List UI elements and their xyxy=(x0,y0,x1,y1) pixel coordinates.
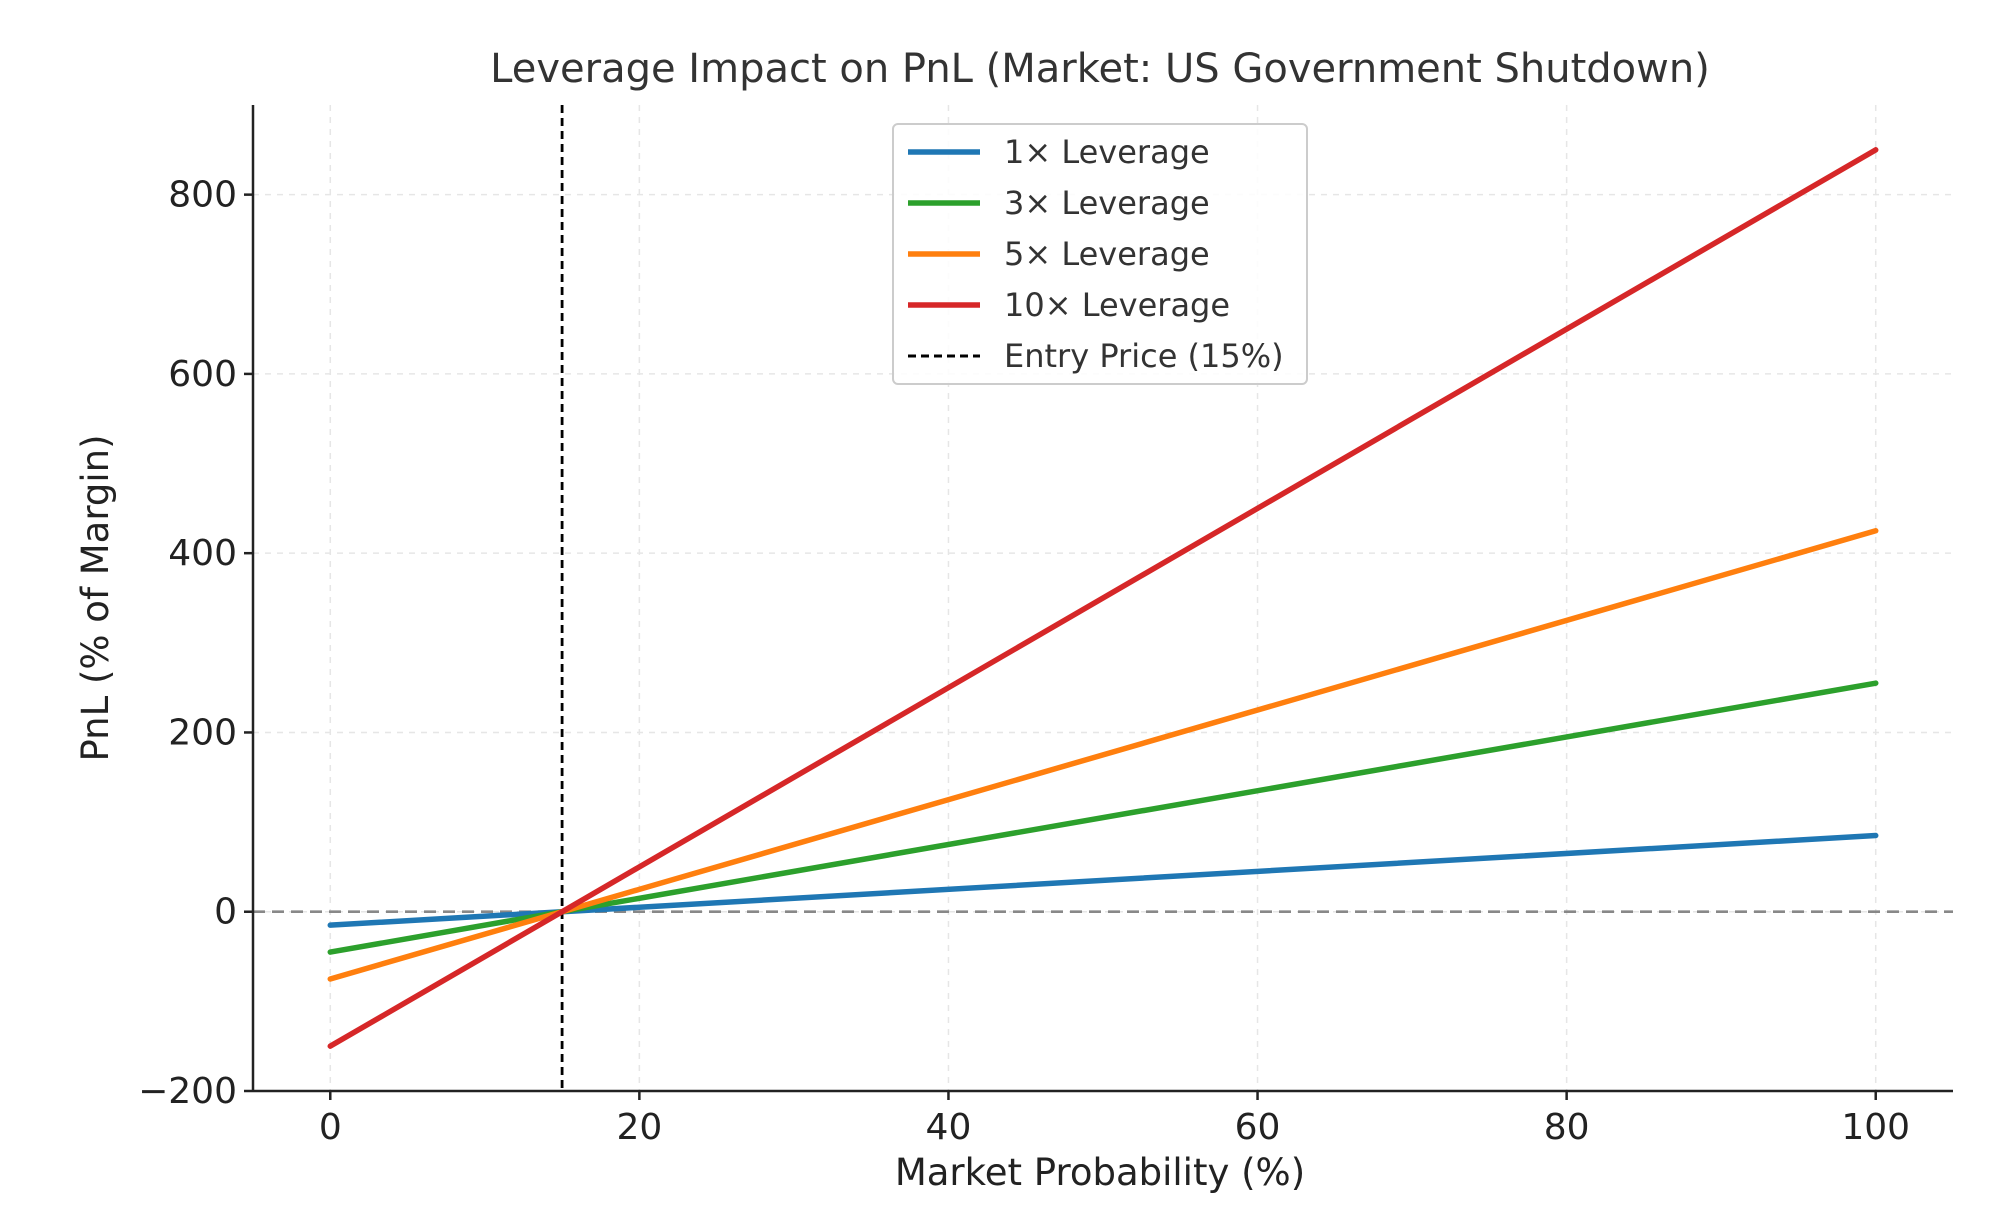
axes xyxy=(251,105,1953,1093)
legend-item-series-3: 5× Leverage xyxy=(908,235,1210,273)
legend-label: 3× Leverage xyxy=(1004,184,1210,222)
ticks: 0 20 40 60 80 100 −200 0 200 400 600 800 xyxy=(138,175,1910,1148)
x-tick-label: 100 xyxy=(1841,1107,1910,1148)
x-tick-label: 20 xyxy=(616,1107,662,1148)
y-tick-label: 200 xyxy=(168,712,237,753)
legend-item-series-1: 1× Leverage xyxy=(908,133,1210,171)
y-tick-label: 0 xyxy=(214,892,237,933)
y-tick-label: 600 xyxy=(168,354,237,395)
legend-label: Entry Price (15%) xyxy=(1004,337,1284,375)
legend-item-entry-price: Entry Price (15%) xyxy=(908,337,1284,375)
series-lines xyxy=(327,147,1879,1049)
chart-title: Leverage Impact on PnL (Market: US Gover… xyxy=(490,46,1710,92)
x-axis-label: Market Probability (%) xyxy=(895,1151,1305,1194)
legend-label: 5× Leverage xyxy=(1004,235,1210,273)
legend-label: 1× Leverage xyxy=(1004,133,1210,171)
y-tick-label: 400 xyxy=(168,533,237,574)
legend: 1× Leverage 3× Leverage 5× Leverage 10× Lev… xyxy=(892,123,1308,385)
legend-item-series-4: 10× Leverage xyxy=(908,286,1230,324)
legend-frame xyxy=(892,123,1308,385)
reference-lines xyxy=(253,105,1953,1091)
legend-item-series-2: 3× Leverage xyxy=(908,184,1210,222)
series-line-4 xyxy=(327,147,1879,1049)
y-axis-label: PnL (% of Margin) xyxy=(74,434,117,761)
x-tick-label: 0 xyxy=(319,1107,342,1148)
legend-label: 10× Leverage xyxy=(1004,286,1230,324)
x-tick-label: 40 xyxy=(926,1107,972,1148)
x-tick-label: 60 xyxy=(1235,1107,1281,1148)
y-tick-label: −200 xyxy=(138,1071,237,1112)
x-tick-label: 80 xyxy=(1544,1107,1590,1148)
y-tick-label: 800 xyxy=(168,175,237,216)
